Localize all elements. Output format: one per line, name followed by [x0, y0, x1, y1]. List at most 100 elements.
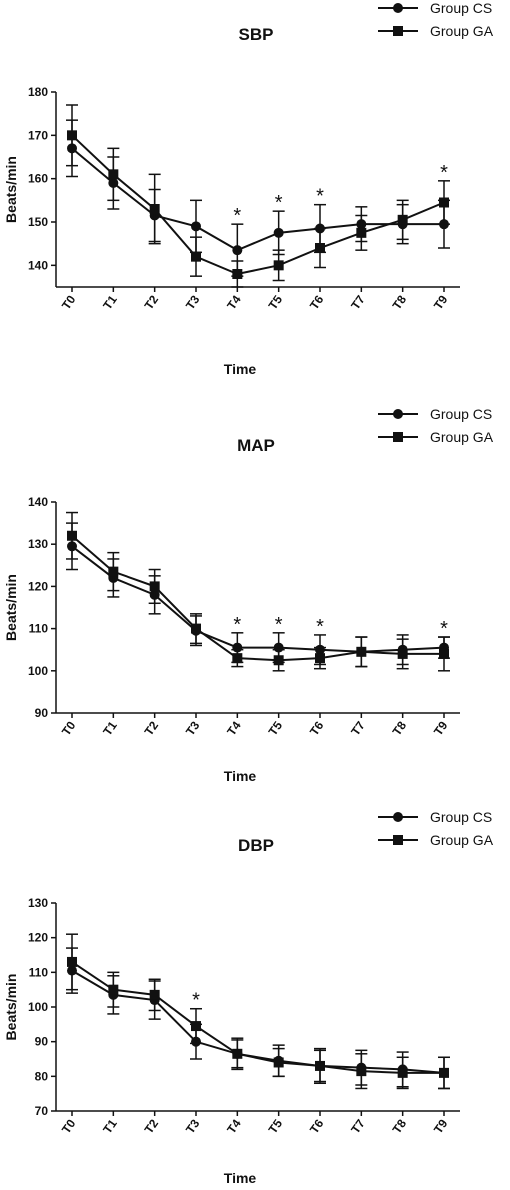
- data-point-square: [191, 1021, 201, 1032]
- series-line: [71, 535, 444, 662]
- x-tick-label: T8: [390, 1116, 410, 1136]
- y-tick-label: 110: [29, 965, 49, 979]
- data-point-square: [397, 648, 408, 659]
- significance-star: *: [440, 162, 448, 184]
- legend-marker-square: [393, 26, 403, 36]
- significance-star: *: [316, 186, 324, 208]
- x-tick-label: T3: [183, 718, 203, 738]
- data-point-square: [397, 1067, 408, 1078]
- y-axis-label: Beats/min: [3, 156, 19, 223]
- x-tick-label: T4: [224, 718, 244, 738]
- legend-item: Group CS: [378, 809, 492, 825]
- y-tick-label: 160: [28, 172, 48, 186]
- legend-marker-circle: [393, 3, 403, 13]
- data-point-square: [273, 1057, 284, 1068]
- x-tick-label: T3: [183, 1116, 203, 1136]
- legend-item: Group GA: [378, 832, 494, 848]
- data-point-square: [439, 648, 449, 659]
- series-group-ga: [66, 104, 450, 288]
- y-tick-label: 80: [35, 1069, 49, 1083]
- x-tick-label: T8: [390, 718, 410, 738]
- x-tick-label: T3: [183, 292, 203, 312]
- series-line: [71, 147, 444, 252]
- significance-star: *: [233, 205, 241, 227]
- data-point-circle: [273, 227, 284, 238]
- x-tick-label: T9: [431, 718, 451, 738]
- x-tick-label: T0: [59, 1116, 79, 1136]
- data-point-square: [149, 204, 160, 214]
- legend-label: Group CS: [430, 406, 492, 422]
- legend-marker-square: [393, 432, 403, 442]
- y-tick-label: 120: [28, 579, 48, 593]
- y-tick-label: 140: [28, 495, 48, 509]
- x-axis-label: Time: [224, 361, 257, 377]
- y-tick-label: 70: [35, 1104, 49, 1118]
- data-point-circle: [232, 245, 243, 256]
- data-point-square: [273, 655, 284, 666]
- x-tick-label: T8: [390, 292, 410, 312]
- data-point-square: [191, 251, 201, 262]
- y-tick-label: 90: [35, 1035, 49, 1049]
- data-point-square: [273, 260, 284, 271]
- data-point-circle: [191, 221, 201, 232]
- y-tick-label: 150: [28, 215, 48, 229]
- data-point-square: [67, 130, 77, 141]
- series-line: [71, 134, 445, 276]
- chart-title: SBP: [239, 25, 274, 44]
- chart-panel-map: MAP Group CS Group GA 90 100 110 120 130 140 Beat…: [3, 406, 494, 784]
- x-tick-label: T6: [307, 1116, 327, 1136]
- legend-marker-square: [393, 835, 403, 845]
- x-tick-label: T0: [59, 718, 79, 738]
- y-axis-label: Beats/min: [3, 974, 19, 1041]
- x-tick-label: T0: [59, 292, 79, 312]
- data-point-square: [356, 1066, 367, 1077]
- x-tick-label: T6: [307, 292, 327, 312]
- y-tick-label: 180: [28, 85, 48, 99]
- data-point-square: [108, 566, 119, 577]
- legend-item: Group CS: [378, 0, 492, 16]
- significance-star: *: [192, 990, 200, 1012]
- chart-title: MAP: [237, 436, 275, 455]
- legend-item: Group GA: [378, 23, 494, 39]
- x-tick-label: T7: [348, 1116, 368, 1136]
- y-tick-label: 170: [28, 128, 48, 142]
- legend-label: Group GA: [430, 429, 494, 445]
- x-tick-label: T4: [224, 1116, 244, 1136]
- x-tick-label: T2: [142, 292, 162, 312]
- data-point-square: [232, 1048, 243, 1059]
- series-line: [71, 545, 445, 653]
- data-point-square: [232, 653, 243, 664]
- x-tick-label: T9: [431, 292, 451, 312]
- data-point-square: [149, 989, 160, 1000]
- x-tick-label: T1: [100, 1116, 120, 1136]
- y-tick-label: 90: [35, 706, 49, 720]
- data-point-square: [108, 984, 119, 995]
- data-point-square: [397, 214, 408, 225]
- chart-title: DBP: [238, 836, 274, 855]
- x-tick-label: T6: [307, 718, 327, 738]
- data-point-square: [315, 243, 325, 253]
- x-tick-label: T5: [266, 292, 286, 312]
- series-group-cs: [66, 522, 450, 668]
- legend-item: Group CS: [378, 406, 492, 422]
- series-group-cs: [66, 119, 450, 277]
- data-point-square: [356, 227, 367, 238]
- x-axis-label: Time: [224, 768, 257, 784]
- significance-star: *: [275, 192, 283, 214]
- x-tick-label: T4: [224, 292, 244, 312]
- x-tick-label: T7: [348, 292, 368, 312]
- x-tick-label: T1: [100, 292, 120, 312]
- data-point-square: [67, 956, 77, 967]
- x-tick-label: T1: [100, 718, 120, 738]
- y-tick-label: 100: [28, 664, 48, 678]
- legend-label: Group GA: [430, 832, 494, 848]
- x-tick-label: T2: [142, 1116, 162, 1136]
- data-point-square: [356, 646, 367, 657]
- legend-label: Group GA: [430, 23, 494, 39]
- y-tick-label: 130: [28, 896, 48, 910]
- y-axis-label: Beats/min: [3, 574, 19, 641]
- significance-star: *: [440, 618, 448, 640]
- x-tick-label: T9: [431, 1116, 451, 1136]
